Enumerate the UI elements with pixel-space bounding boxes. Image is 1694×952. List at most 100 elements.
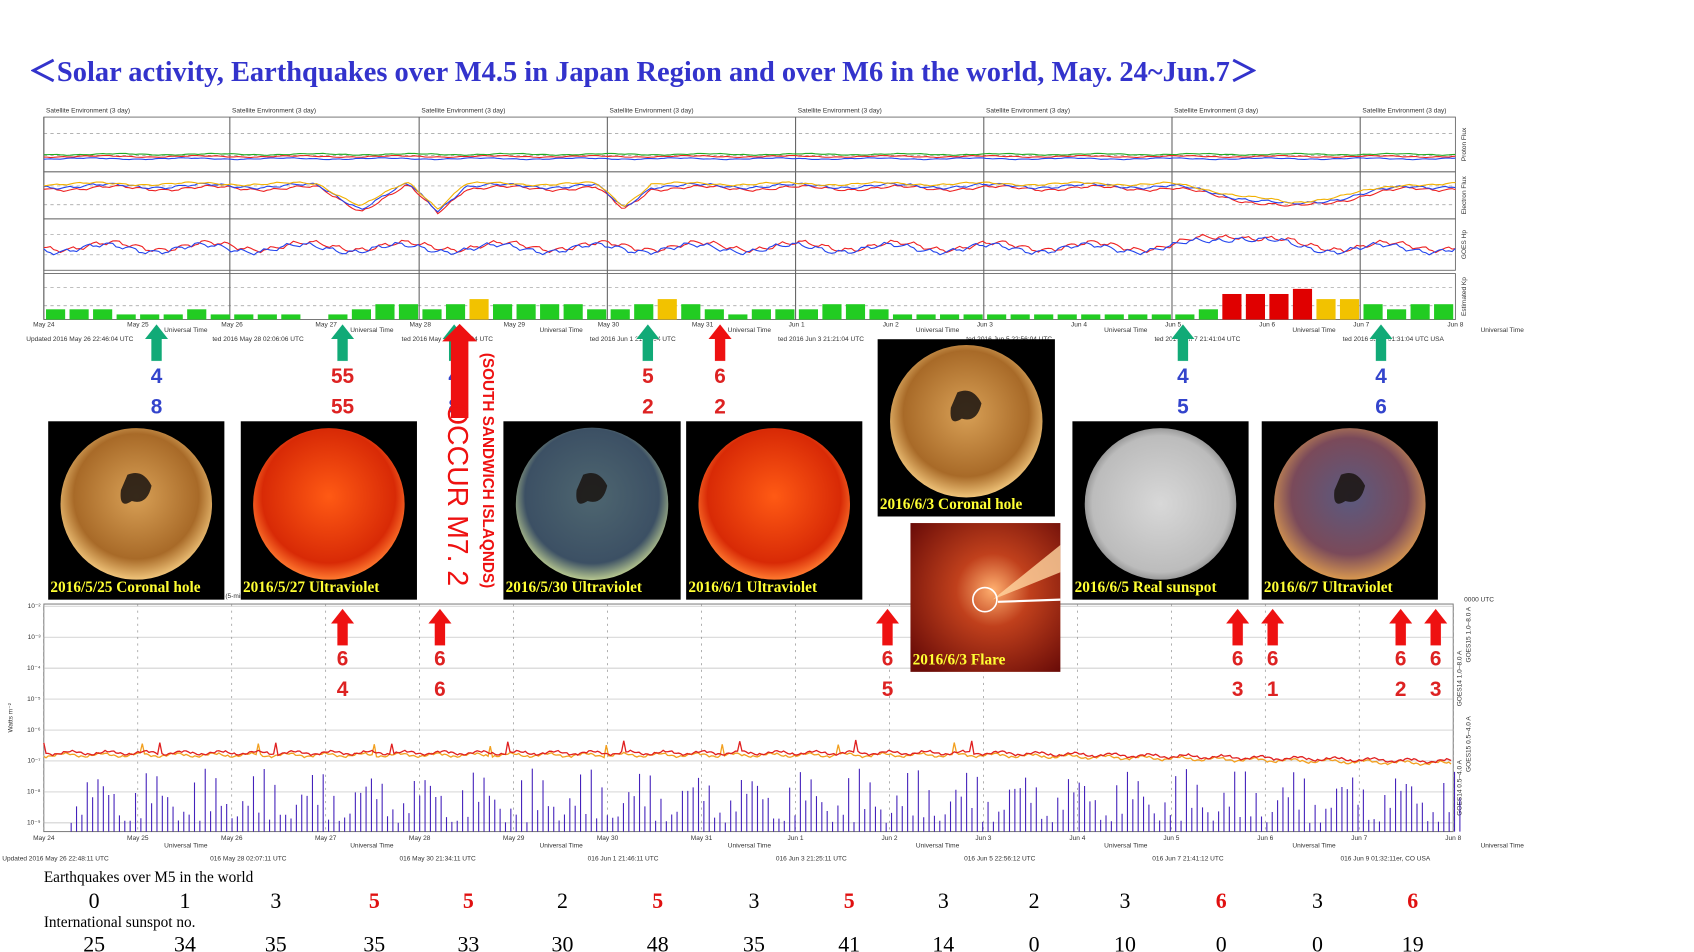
- magnitude-label: 5: [642, 365, 654, 388]
- kp-bar: [1057, 314, 1077, 320]
- kp-bar: [916, 314, 936, 320]
- date-label: Jun 5: [1165, 322, 1181, 329]
- earthquake-count: 3: [1312, 889, 1323, 913]
- legend-entry: GOES14 1.0–8.0 A: [1457, 650, 1464, 706]
- panel-title: Satellite Environment (3 day): [1174, 107, 1258, 114]
- date-label: Jun 7: [1351, 835, 1367, 842]
- axis-label: GOES Hp: [1461, 230, 1468, 259]
- update-stamp: ted 2016 Jun 7 21:41:04 UTC: [1154, 336, 1240, 343]
- earthquake-count: 5: [844, 889, 855, 913]
- arrow: [1388, 607, 1414, 646]
- sun-disk: [890, 345, 1043, 498]
- date-label: May 26: [221, 835, 243, 842]
- kp-bar: [398, 304, 419, 320]
- y-tick-label: 10⁻⁸: [27, 789, 41, 796]
- date-label: May 28: [409, 835, 431, 842]
- earthquake-count: 3: [1119, 889, 1130, 913]
- earthquake-count: 3: [270, 889, 281, 913]
- y-axis-label: Watts m⁻²: [8, 702, 15, 732]
- kp-bar: [1104, 314, 1124, 320]
- trace: [43, 181, 1456, 210]
- time-label: Universal Time: [1481, 843, 1525, 850]
- time-label: Universal Time: [916, 327, 960, 334]
- kp-bar: [563, 304, 583, 320]
- trace: [43, 184, 1456, 215]
- coronal-hole: [576, 473, 608, 504]
- axis-label: Proton Flux: [1461, 127, 1468, 161]
- sunspot-count: 35: [743, 933, 765, 952]
- trace: [43, 157, 1456, 161]
- image-caption: 2016/5/25 Coronal hole: [50, 579, 200, 596]
- earthquake-count: 2: [557, 889, 568, 913]
- sunspot-count: 30: [552, 933, 574, 952]
- kp-bar: [1363, 304, 1383, 320]
- date-label: May 31: [692, 322, 714, 329]
- magnitude-label: 2: [642, 396, 654, 419]
- kp-bar: [469, 299, 489, 320]
- coronal-hole: [950, 390, 982, 422]
- earthquake-count: 0: [89, 889, 100, 913]
- sunspot-count: 0: [1216, 933, 1227, 952]
- date-label: May 30: [597, 835, 619, 842]
- row-label: Earthquakes over M5 in the world: [44, 869, 254, 886]
- magnitude-label: 3: [1430, 678, 1442, 701]
- image-caption: 2016/6/7 Ultraviolet: [1264, 579, 1394, 596]
- date-label: May 25: [127, 322, 149, 329]
- sunspot-count: 35: [363, 933, 385, 952]
- time-label: Universal Time: [1104, 327, 1148, 334]
- flux-trace: [43, 739, 1452, 764]
- sunspot-count: 41: [838, 933, 860, 952]
- kp-bar: [1198, 309, 1218, 320]
- trace: [43, 152, 1456, 156]
- kp-bar: [704, 309, 724, 320]
- magnitude-label: 55: [331, 365, 354, 388]
- sunspot-count: 48: [647, 933, 669, 952]
- arrow: [427, 607, 453, 646]
- coronal-hole: [1334, 473, 1366, 504]
- date-label: May 27: [315, 322, 337, 329]
- kp-bar: [1292, 288, 1313, 320]
- arrow: [1368, 323, 1394, 362]
- kp-bar: [634, 304, 654, 320]
- panel-title: Satellite Environment (3 day): [46, 107, 130, 114]
- kp-bar: [540, 304, 560, 320]
- time-label: Universal Time: [728, 327, 772, 334]
- sun-disk: [253, 428, 405, 580]
- time-label: Universal Time: [1104, 843, 1148, 850]
- kp-bar: [163, 314, 183, 320]
- plot-frame: [43, 171, 1456, 220]
- trace: [43, 182, 1456, 213]
- kp-bar: [963, 314, 983, 320]
- arrow: [329, 607, 356, 646]
- sunspot-count: 0: [1029, 933, 1040, 952]
- kp-bar: [234, 314, 254, 320]
- magnitude-label: 4: [151, 365, 163, 388]
- sunspot-count: 0: [1312, 933, 1323, 952]
- update-stamp: 016 Jun 9 01:32:11er, CO USA: [1341, 856, 1431, 863]
- date-label: Jun 4: [1071, 322, 1087, 329]
- earthquake-count: 5: [463, 889, 474, 913]
- earthquake-count: 3: [749, 889, 760, 913]
- panel-title: Satellite Environment (3 day): [1362, 107, 1446, 114]
- date-label: May 24: [33, 322, 55, 329]
- magnitude-label: 6: [337, 647, 349, 670]
- magnitude-label: 6: [714, 365, 726, 388]
- time-label: Universal Time: [916, 843, 960, 850]
- kp-bar: [610, 309, 630, 320]
- kp-bar: [657, 299, 677, 320]
- sun-disk: [1274, 428, 1426, 580]
- kp-bar: [822, 304, 842, 320]
- date-label: Jun 6: [1259, 322, 1275, 329]
- arrow: [1260, 607, 1286, 646]
- magnitude-label: 4: [1375, 365, 1387, 388]
- kp-bar: [69, 309, 89, 320]
- plot-frame: [43, 116, 1456, 173]
- image-caption: 2016/5/30 Ultraviolet: [506, 579, 643, 596]
- update-stamp: ted 2016 Jun 9 01:31:04 UTC USA: [1343, 336, 1445, 343]
- image-caption: 2016/6/3 Coronal hole: [880, 496, 1023, 513]
- image-caption: 2016/6/5 Real sunspot: [1075, 579, 1218, 596]
- magnitude-label: 5: [882, 678, 894, 701]
- plot-frame: [43, 218, 1456, 271]
- axis-label: Electron Flux: [1461, 176, 1468, 215]
- time-label: Universal Time: [540, 843, 584, 850]
